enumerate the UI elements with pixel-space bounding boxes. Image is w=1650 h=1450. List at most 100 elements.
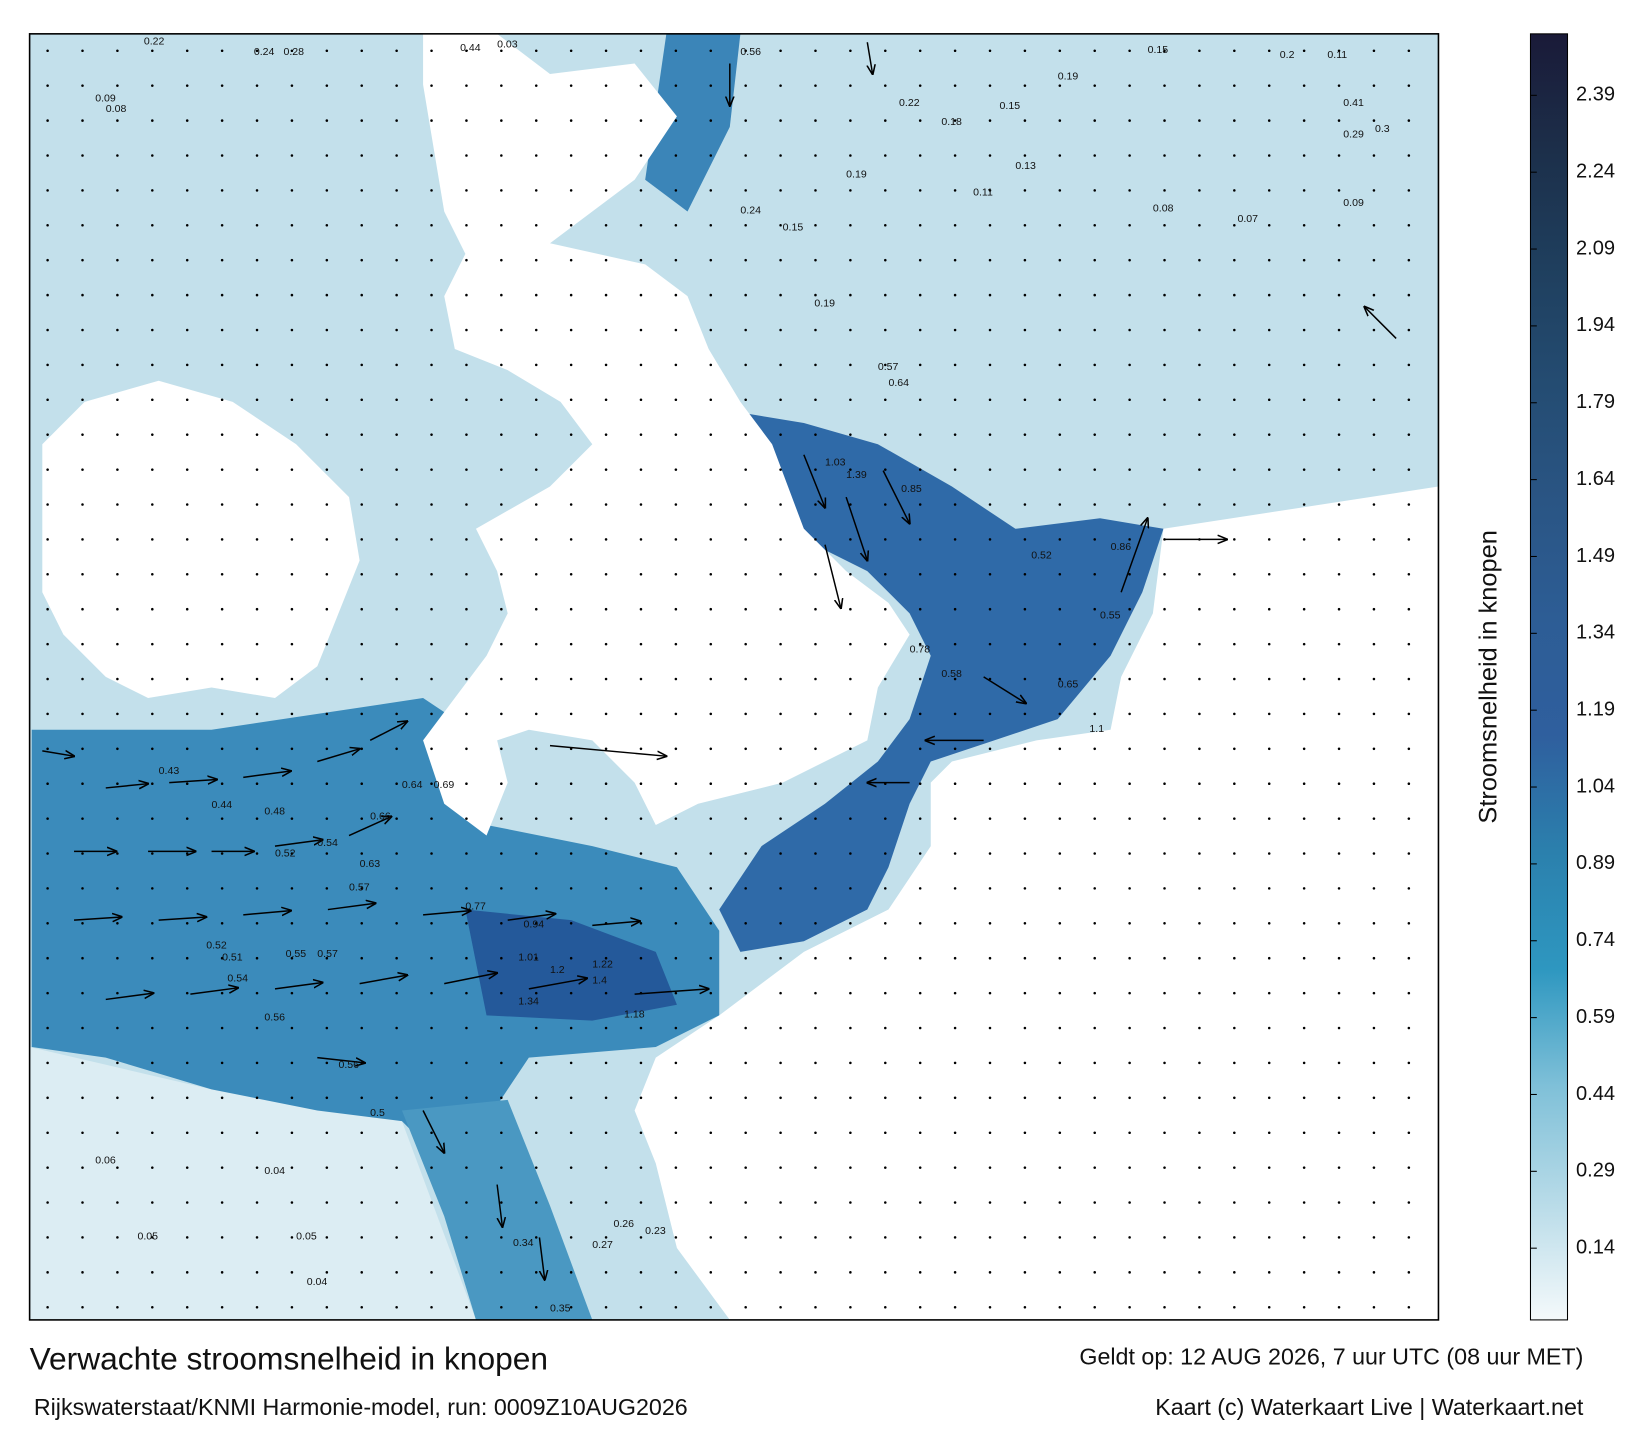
grid-dot — [1407, 1131, 1411, 1134]
grid-dot — [395, 607, 398, 611]
grid-dot — [1093, 1061, 1096, 1065]
grid-dot — [604, 1271, 608, 1274]
grid-dot — [290, 677, 294, 681]
current-arrow — [1120, 518, 1147, 593]
grid-dot — [220, 956, 224, 960]
grid-dot — [290, 607, 294, 611]
grid-dot — [918, 1061, 922, 1065]
grid-dot — [1023, 119, 1027, 122]
speed-label: 0.44 — [460, 42, 481, 54]
grid-dot — [814, 1061, 817, 1065]
grid-dot — [1198, 747, 1201, 751]
grid-dot — [1267, 433, 1271, 436]
grid-dot — [674, 433, 678, 436]
grid-dot — [1023, 712, 1027, 716]
grid-dot — [1372, 573, 1376, 576]
grid-dot — [884, 84, 887, 87]
grid-dot — [430, 1061, 433, 1065]
grid-dot — [1058, 747, 1062, 751]
grid-dot — [709, 817, 713, 820]
grid-dot — [1267, 1026, 1271, 1030]
colorbar-tick-label: 1.94 — [1576, 314, 1615, 336]
grid-dot — [814, 503, 817, 506]
grid-dot — [255, 119, 259, 122]
grid-dot — [1198, 573, 1201, 576]
grid-dot — [814, 1305, 817, 1309]
grid-dot — [918, 189, 922, 192]
grid-dot — [1198, 328, 1201, 332]
grid-dot — [884, 991, 887, 995]
grid-dot — [116, 1271, 119, 1274]
grid-dot — [395, 398, 398, 402]
speed-label: 0.56 — [264, 1012, 285, 1024]
grid-dot — [185, 84, 189, 87]
grid-dot — [569, 1201, 573, 1204]
grid-dot — [639, 852, 643, 855]
grid-dot — [1407, 433, 1411, 436]
grid-dot — [430, 189, 433, 192]
grid-dot — [500, 887, 503, 890]
grid-dot — [709, 468, 713, 471]
grid-dot — [430, 956, 433, 960]
grid-dot — [290, 154, 294, 157]
grid-dot — [1337, 1026, 1341, 1030]
grid-dot — [1233, 1236, 1236, 1239]
grid-dot — [639, 468, 643, 471]
grid-dot — [1267, 1096, 1271, 1100]
grid-dot — [953, 1236, 957, 1239]
grid-dot — [185, 1061, 189, 1065]
grid-dot — [1023, 363, 1027, 367]
grid-dot — [849, 956, 852, 960]
grid-dot — [116, 747, 119, 751]
grid-dot — [918, 852, 922, 855]
grid-dot — [709, 84, 713, 87]
grid-dot — [325, 363, 329, 367]
grid-dot — [988, 293, 992, 297]
speed-label: 0.57 — [349, 882, 370, 894]
grid-dot — [290, 1061, 294, 1065]
colorbar-tick-label: 2.09 — [1576, 237, 1615, 259]
grid-dot — [465, 887, 468, 890]
grid-dot — [116, 328, 119, 332]
grid-dot — [1058, 1236, 1062, 1239]
grid-dot — [325, 677, 329, 681]
grid-dot — [430, 154, 433, 157]
grid-dot — [884, 747, 887, 751]
grid-dot — [116, 677, 119, 681]
grid-dot — [255, 1236, 259, 1239]
grid-dot — [465, 1271, 468, 1274]
grid-dot — [325, 468, 329, 471]
grid-dot — [639, 328, 643, 332]
current-arrow — [317, 749, 359, 763]
grid-dot — [674, 468, 678, 471]
speed-label: 0.48 — [264, 805, 285, 817]
grid-dot — [1128, 433, 1131, 436]
grid-dot — [360, 258, 363, 262]
grid-dot — [81, 1026, 84, 1030]
current-arrow — [274, 840, 323, 847]
grid-dot — [325, 49, 329, 53]
grid-dot — [849, 852, 852, 855]
grid-dot — [1093, 573, 1096, 576]
grid-dot — [1198, 119, 1201, 122]
grid-dot — [1023, 1305, 1027, 1309]
grid-dot — [500, 747, 503, 751]
grid-dot — [1407, 293, 1411, 297]
grid-dot — [1302, 1201, 1306, 1204]
grid-dot — [814, 1201, 817, 1204]
current-arrow — [824, 544, 841, 608]
grid-dot — [814, 49, 817, 53]
grid-dot — [953, 433, 957, 436]
grid-dot — [46, 1096, 49, 1100]
grid-dot — [849, 1131, 852, 1134]
grid-dot — [1233, 258, 1236, 262]
grid-dot — [779, 712, 782, 716]
grid-dot — [1337, 1271, 1341, 1274]
grid-dot — [1407, 817, 1411, 820]
grid-dot — [1198, 1236, 1201, 1239]
grid-dot — [255, 607, 259, 611]
grid-dot — [185, 538, 189, 541]
grid-dot — [709, 607, 713, 611]
map-frame — [28, 33, 1440, 1321]
grid-dot — [604, 363, 608, 367]
